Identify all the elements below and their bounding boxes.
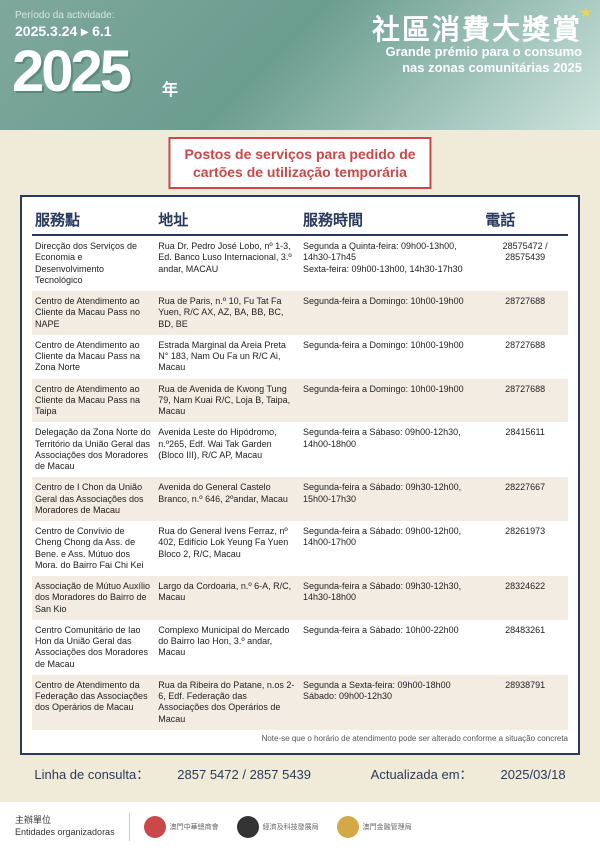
table-note: Note-se que o horário de atendimento pod… [32,734,568,743]
table-row: Associação de Mútuo Auxílio dos Moradore… [32,576,568,620]
hotline: Linha de consulta：2857 5472 / 2857 5439 [20,767,325,782]
organizer-logo: 經濟及科技發展局 [237,816,319,838]
cell-c2: Complexo Municipal do Mercado do Bairro … [155,620,300,675]
table-row: Centro de Atendimento ao Cliente da Maca… [32,335,568,379]
table-row: Direcção dos Serviços de Economia e Dese… [32,235,568,291]
logo-icon [144,816,166,838]
col-phone: 電話 [482,205,568,235]
cell-c2: Rua Dr. Pedro José Lobo, nº 1-3, Ed. Ban… [155,235,300,291]
cell-c1: Centro de I Chon da União Geral das Asso… [32,477,155,521]
cell-c4: 28415611 [482,422,568,477]
cell-c4: 28727688 [482,335,568,379]
organizer-logo: 澳門金融管理局 [337,816,412,838]
cell-c1: Centro de Atendimento ao Cliente da Maca… [32,291,155,335]
service-points-table: 服務點 地址 服務時間 電話 Direcção dos Serviços de … [32,205,568,730]
title-chinese: 社區消費大獎賞 [372,8,582,48]
col-hours: 服務時間 [300,205,482,235]
big-year: 2025 [12,38,129,105]
cell-c3: Segunda-feira a Domingo: 10h00-19h00 [300,379,482,423]
cell-c2: Estrada Marginal da Areia Preta N° 183, … [155,335,300,379]
cell-c2: Rua da Ribeira do Patane, n.os 2-6, Edf.… [155,675,300,730]
header-banner: Período da actividade: 2025.3.24 ▸ 6.1 2… [0,0,600,130]
service-points-table-container: 服務點 地址 服務時間 電話 Direcção dos Serviços de … [20,195,580,755]
cell-c1: Direcção dos Serviços de Economia e Dese… [32,235,155,291]
cell-c1: Centro de Convívio de Cheng Chong da Ass… [32,521,155,576]
table-header-row: 服務點 地址 服務時間 電話 [32,205,568,235]
title-pt-line1: Grande prémio para o consumo [386,44,583,59]
cell-c3: Segunda-feira a Sábado: 10h00-22h00 [300,620,482,675]
separator [129,813,130,841]
cell-c4: 28938791 [482,675,568,730]
table-row: Centro de Atendimento ao Cliente da Maca… [32,379,568,423]
cell-c3: Segunda-feira a Sábaso: 09h00-12h30, 14h… [300,422,482,477]
cell-c3: Segunda a Sexta-feira: 09h00-18h00 Sábad… [300,675,482,730]
col-address: 地址 [155,205,300,235]
col-location: 服務點 [32,205,155,235]
cell-c1: Associação de Mútuo Auxílio dos Moradore… [32,576,155,620]
table-row: Centro de Atendimento da Federação das A… [32,675,568,730]
logo-icon [337,816,359,838]
subtitle-line2: cartões de utilização temporária [184,163,415,181]
cell-c4: 28575472 / 28575439 [482,235,568,291]
cell-c4: 28727688 [482,291,568,335]
cell-c2: Rua de Avenida de Kwong Tung 79, Nam Kua… [155,379,300,423]
cell-c2: Avenida do General Castelo Branco, n.º 6… [155,477,300,521]
cell-c2: Rua de Paris, n.º 10, Fu Tat Fa Yuen, R/… [155,291,300,335]
bottom-info: Linha de consulta：2857 5472 / 2857 5439 … [0,764,600,783]
year-suffix: 年 [162,76,178,100]
updated-date: Actualizada em：2025/03/18 [357,767,580,782]
table-row: Centro de I Chon da União Geral das Asso… [32,477,568,521]
cell-c3: Segunda-feira a Sábado: 09h00-12h00, 14h… [300,521,482,576]
title-pt-line2: nas zonas comunitárias 2025 [402,60,582,75]
logo-text: 經濟及科技發展局 [263,822,319,832]
cell-c4: 28483261 [482,620,568,675]
logo-text: 澳門金融管理局 [363,822,412,832]
cell-c3: Segunda-feira a Sábado: 09h30-12h30, 14h… [300,576,482,620]
subtitle-box: Postos de serviços para pedido de cartõe… [168,137,431,189]
cell-c1: Centro de Atendimento ao Cliente da Maca… [32,335,155,379]
cell-c2: Rua do General Ivens Ferraz, nº 402, Edi… [155,521,300,576]
cell-c1: Centro de Atendimento ao Cliente da Maca… [32,379,155,423]
footer: 主辦單位 Entidades organizadoras 澳門中華總商會 經濟及科… [0,802,600,852]
cell-c2: Largo da Cordoaria, n.º 6-A, R/C, Macau [155,576,300,620]
cell-c3: Segunda-feira a Domingo: 10h00-19h00 [300,335,482,379]
logo-text: 澳門中華總商會 [170,822,219,832]
organizer-label: 主辦單位 Entidades organizadoras [15,815,115,838]
table-row: Centro de Atendimento ao Cliente da Maca… [32,291,568,335]
logo-icon [237,816,259,838]
cell-c4: 28324622 [482,576,568,620]
cell-c4: 28727688 [482,379,568,423]
table-row: Centro de Convívio de Cheng Chong da Ass… [32,521,568,576]
cell-c4: 28261973 [482,521,568,576]
table-row: Delegação da Zona Norte do Território da… [32,422,568,477]
cell-c2: Avenida Leste do Hipódromo, n.º265, Edf.… [155,422,300,477]
cell-c3: Segunda a Quinta-feira: 09h00-13h00, 14h… [300,235,482,291]
subtitle-line1: Postos de serviços para pedido de [184,145,415,163]
cell-c4: 28227667 [482,477,568,521]
cell-c1: Centro de Atendimento da Federação das A… [32,675,155,730]
table-row: Centro Comunitário de Iao Hon da União G… [32,620,568,675]
cell-c1: Delegação da Zona Norte do Território da… [32,422,155,477]
organizer-logo: 澳門中華總商會 [144,816,219,838]
cell-c3: Segunda-feira a Domingo: 10h00-19h00 [300,291,482,335]
cell-c3: Segunda-feira a Sábado: 09h30-12h00, 15h… [300,477,482,521]
cell-c1: Centro Comunitário de Iao Hon da União G… [32,620,155,675]
